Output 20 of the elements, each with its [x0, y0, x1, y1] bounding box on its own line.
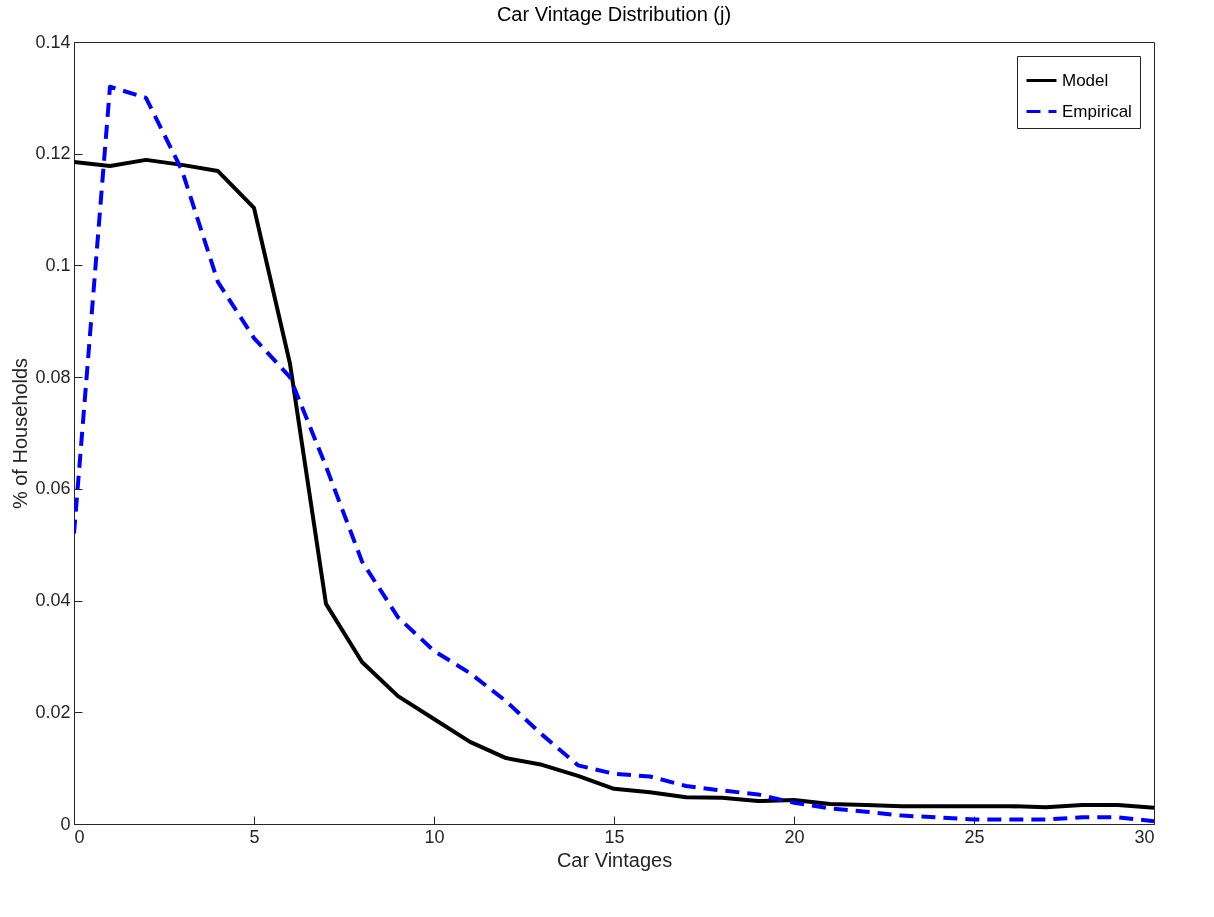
y-tick-label: 0 — [60, 813, 71, 834]
x-tick-label: 20 — [784, 826, 805, 847]
chart-title: Car Vintage Distribution (j) — [496, 3, 732, 25]
y-tick-label: 0.02 — [35, 701, 71, 722]
x-tick-label: 5 — [249, 826, 260, 847]
x-tick-label: 15 — [604, 826, 625, 847]
y-axis-title: % of Households — [9, 357, 32, 510]
x-tick-label: 30 — [1134, 826, 1155, 847]
y-tick-label: 0.04 — [35, 590, 71, 611]
y-tick-label: 0.1 — [45, 254, 71, 275]
legend-label: Empirical — [1062, 101, 1132, 121]
x-tick-label: 10 — [424, 826, 445, 847]
y-tick-label: 0.14 — [35, 31, 71, 52]
x-tick-label: 25 — [964, 826, 985, 847]
x-tick-label: 0 — [74, 826, 85, 847]
y-tick-label: 0.06 — [35, 478, 71, 499]
y-tick-label: 0.12 — [35, 143, 71, 164]
legend-label: Model — [1062, 70, 1109, 90]
y-tick-label: 0.08 — [35, 366, 71, 387]
x-axis-title: Car Vintages — [556, 848, 673, 871]
